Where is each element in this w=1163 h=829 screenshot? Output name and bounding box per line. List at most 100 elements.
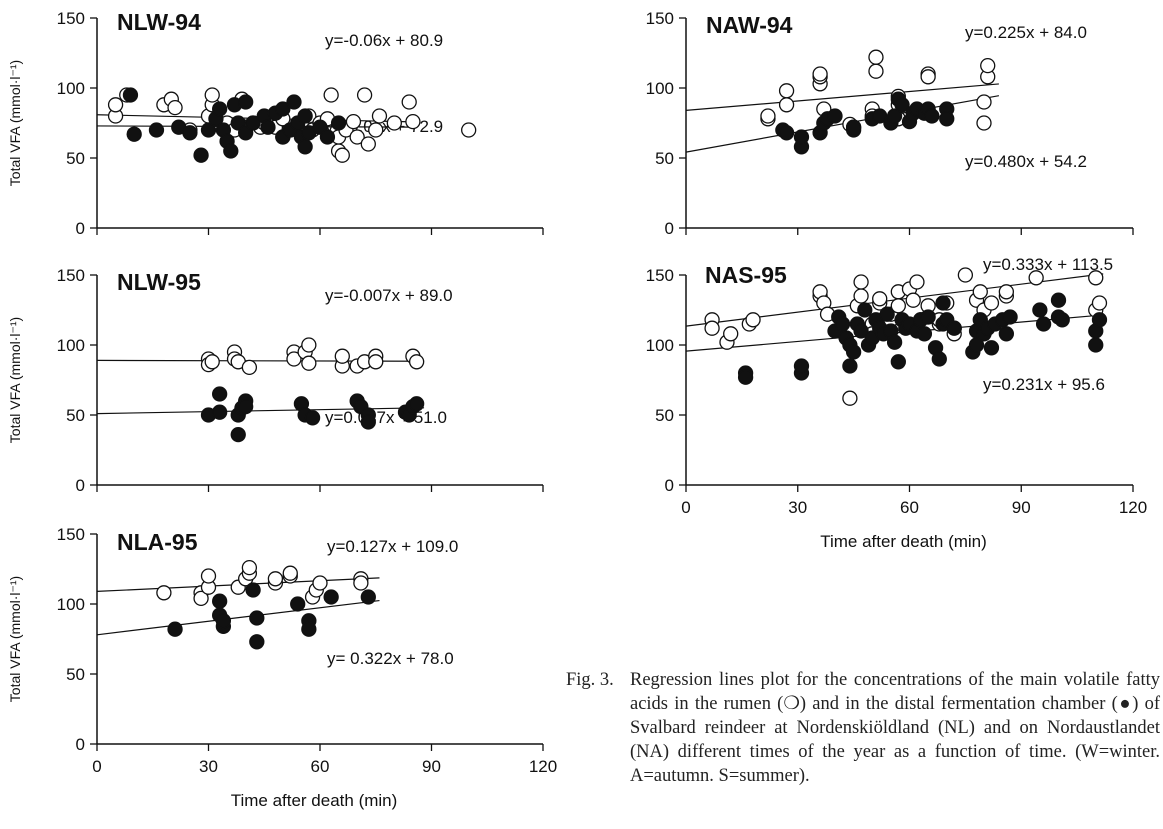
rumen-point <box>156 585 172 601</box>
rumen-point <box>723 326 739 342</box>
y-axis-label: Total VFA (mmol·l⁻¹) <box>7 576 23 702</box>
rumen-point <box>204 87 220 103</box>
regression-equation: y=0.225x + 84.0 <box>965 23 1087 42</box>
distal-chamber-point <box>323 589 339 605</box>
rumen-point <box>976 115 992 131</box>
distal-chamber-point <box>1088 337 1104 353</box>
distal-chamber-point <box>1054 312 1070 328</box>
distal-chamber-point <box>360 414 376 430</box>
distal-chamber-point <box>245 115 261 131</box>
rumen-point <box>345 113 362 130</box>
regression-equation: y=0.333x + 113.5 <box>983 255 1113 274</box>
y-tick-label: 100 <box>57 79 85 98</box>
x-tick-label: 0 <box>681 498 690 517</box>
distal-chamber-point <box>360 589 376 605</box>
rumen-point <box>405 113 421 130</box>
caption-label: Fig. 3. <box>566 670 614 690</box>
y-tick-label: 100 <box>646 336 674 355</box>
distal-chamber-point <box>304 410 321 426</box>
distal-chamber-point <box>1035 316 1052 332</box>
distal-chamber-point <box>193 147 209 163</box>
rumen-point <box>334 147 350 163</box>
rumen-point <box>853 274 869 290</box>
figure-caption: Fig. 3. Regression lines plot for the co… <box>566 668 1160 788</box>
rumen-point <box>193 590 209 607</box>
rumen-point <box>957 267 974 283</box>
rumen-point <box>1088 270 1104 286</box>
regression-line <box>96 599 380 636</box>
distal-chamber-point <box>211 101 228 117</box>
panel-naw-94: 0 50 100 150 NAW-94 y=0.225x + 84.0 y=0.480x +… <box>646 9 1134 238</box>
panel-title: NLA-95 <box>117 529 198 555</box>
rumen-point <box>241 559 258 576</box>
rumen-point <box>107 97 124 113</box>
rumen-point <box>323 87 339 103</box>
distal-chamber-point <box>1091 312 1108 328</box>
y-tick-label: 50 <box>66 665 85 684</box>
caption-text: Regression lines plot for the concentrat… <box>630 670 1160 786</box>
distal-chamber-point <box>1032 302 1048 318</box>
rumen-point <box>704 320 720 336</box>
rumen-point <box>868 63 884 79</box>
distal-chamber-point <box>238 398 254 415</box>
y-tick-label: 0 <box>665 219 674 238</box>
distal-chamber-point <box>793 358 810 374</box>
distal-chamber-point <box>1050 292 1067 308</box>
distal-chamber-point <box>827 108 843 124</box>
rumen-point <box>842 390 858 406</box>
x-tick-label: 90 <box>422 757 441 776</box>
rumen-point <box>282 565 298 581</box>
panel-nlw-95: 0 50 100 150 NLW-95 Total VFA (mmol·l⁻¹) y=-0.… <box>7 266 544 495</box>
rumen-point <box>371 108 388 124</box>
distal-chamber-point <box>845 344 862 360</box>
distal-chamber-point <box>319 129 336 145</box>
panel-title: NLW-95 <box>117 269 201 295</box>
rumen-point <box>868 49 884 65</box>
y-axis-label: Total VFA (mmol·l⁻¹) <box>7 60 23 186</box>
distal-chamber-point <box>916 326 933 342</box>
rumen-point <box>360 136 376 152</box>
y-tick-label: 150 <box>57 525 85 544</box>
rumen-point <box>778 83 795 99</box>
x-tick-label: 90 <box>1012 498 1031 517</box>
distal-chamber-point <box>249 634 265 650</box>
rumen-point <box>461 122 477 138</box>
x-tick-label: 120 <box>529 757 557 776</box>
rumen-point <box>976 94 992 110</box>
rumen-point <box>267 571 284 587</box>
regression-equation: y=-0.007x + 89.0 <box>325 286 453 305</box>
distal-chamber-point <box>249 610 265 626</box>
x-tick-label: 60 <box>900 498 919 517</box>
distal-chamber-point <box>886 108 903 124</box>
rumen-point <box>812 66 828 82</box>
distal-chamber-point <box>200 122 217 138</box>
distal-chamber-point <box>935 295 951 311</box>
rumen-point <box>972 284 988 300</box>
rumen-point <box>1028 270 1044 286</box>
distal-chamber-point <box>793 129 810 145</box>
rumen-point <box>200 568 217 584</box>
distal-chamber-point <box>275 101 291 117</box>
distal-chamber-point <box>872 108 888 124</box>
rumen-point <box>334 348 350 364</box>
regression-equation: y=0.231x + 95.6 <box>983 375 1105 394</box>
x-tick-label: 30 <box>199 757 218 776</box>
rumen-point <box>353 575 369 591</box>
rumen-point <box>386 115 402 131</box>
distal-chamber-point <box>886 334 903 350</box>
distal-chamber-point <box>931 351 947 367</box>
distal-chamber-point <box>211 386 228 402</box>
rumen-point <box>301 355 317 371</box>
rumen-point <box>909 274 925 290</box>
distal-chamber-point <box>924 108 940 124</box>
distal-chamber-point <box>182 125 198 141</box>
y-tick-label: 150 <box>646 266 674 285</box>
distal-chamber-point <box>408 396 425 412</box>
rumen-point <box>980 57 996 74</box>
y-tick-label: 0 <box>76 735 85 754</box>
distal-chamber-point <box>853 323 869 339</box>
rumen-point <box>401 94 417 110</box>
y-tick-label: 100 <box>646 79 674 98</box>
panel-nla-95: 0 50 100 150 0 30 60 90 120 NLA-95 Total VFA (mmol… <box>7 525 557 810</box>
distal-chamber-point <box>894 97 910 113</box>
